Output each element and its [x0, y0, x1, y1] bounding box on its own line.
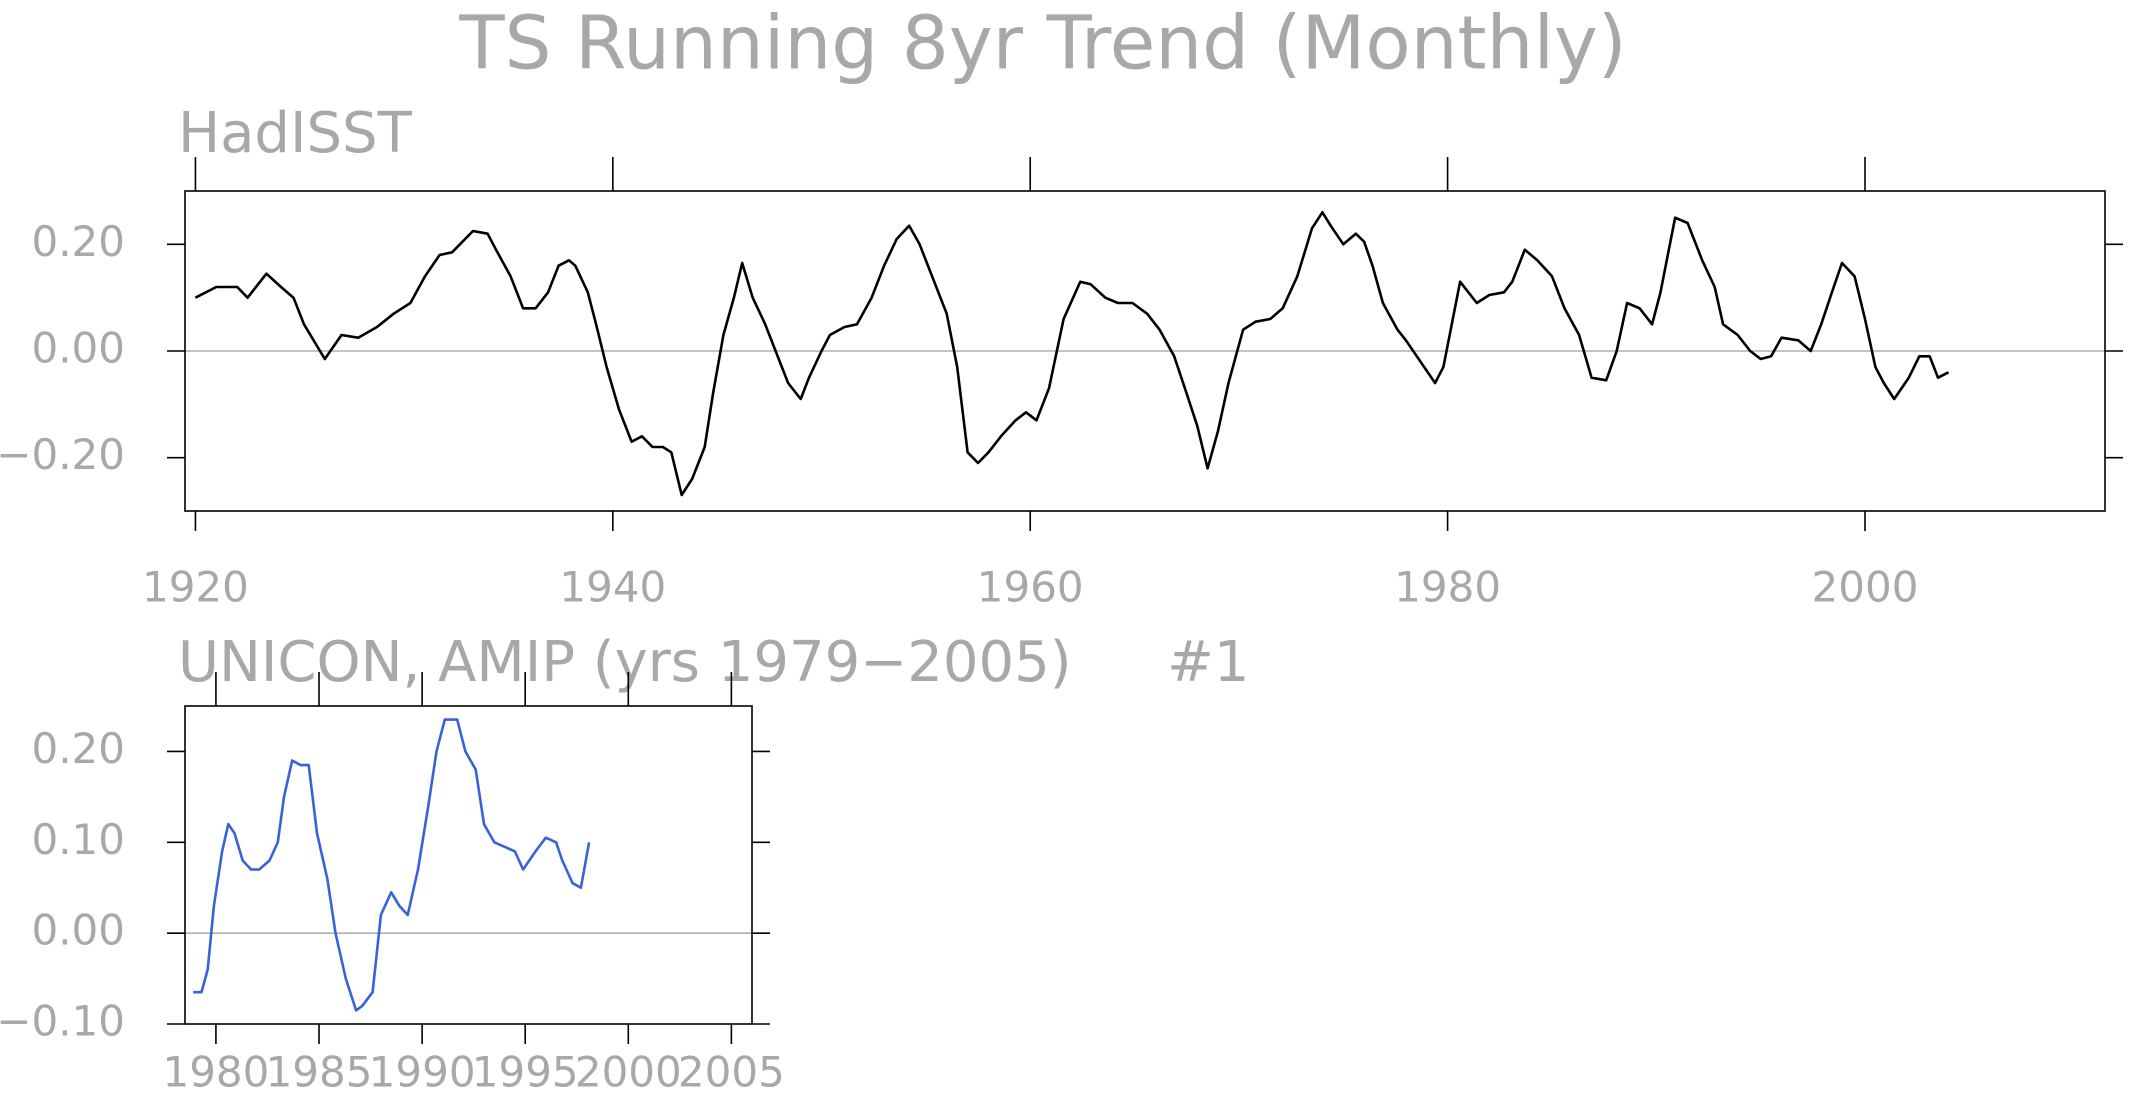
- y-tick-label: −0.20: [0, 430, 125, 479]
- y-tick-label: 0.10: [31, 815, 125, 864]
- subtitle: HadISST: [178, 101, 413, 166]
- data-line: [194, 211, 1950, 497]
- x-tick-label: 2000: [575, 1048, 682, 1097]
- y-tick-label: 0.20: [31, 217, 125, 266]
- y-tick-label: 0.00: [31, 906, 125, 955]
- x-tick-label: 1990: [369, 1048, 476, 1097]
- y-tick-label: 0.20: [31, 724, 125, 773]
- y-tick-label: −0.10: [0, 997, 125, 1046]
- x-tick-label: 1920: [142, 563, 249, 612]
- data-line: [193, 718, 591, 1012]
- chart-title: TS Running 8yr Trend (Monthly): [458, 1, 1626, 87]
- x-tick-label: 1960: [977, 563, 1084, 612]
- x-tick-label: 1995: [472, 1048, 579, 1097]
- x-tick-label: 2000: [1812, 563, 1919, 612]
- x-tick-label: 1980: [162, 1048, 269, 1097]
- annotation: #1: [1167, 630, 1250, 695]
- x-tick-label: 1985: [266, 1048, 373, 1097]
- plot-frame: [184, 705, 753, 1025]
- y-tick-label: 0.00: [31, 324, 125, 373]
- subtitle: UNICON, AMIP (yrs 1979−2005): [178, 630, 1072, 695]
- x-tick-label: 1940: [559, 563, 666, 612]
- x-tick-label: 1980: [1394, 563, 1501, 612]
- x-tick-label: 2005: [678, 1048, 785, 1097]
